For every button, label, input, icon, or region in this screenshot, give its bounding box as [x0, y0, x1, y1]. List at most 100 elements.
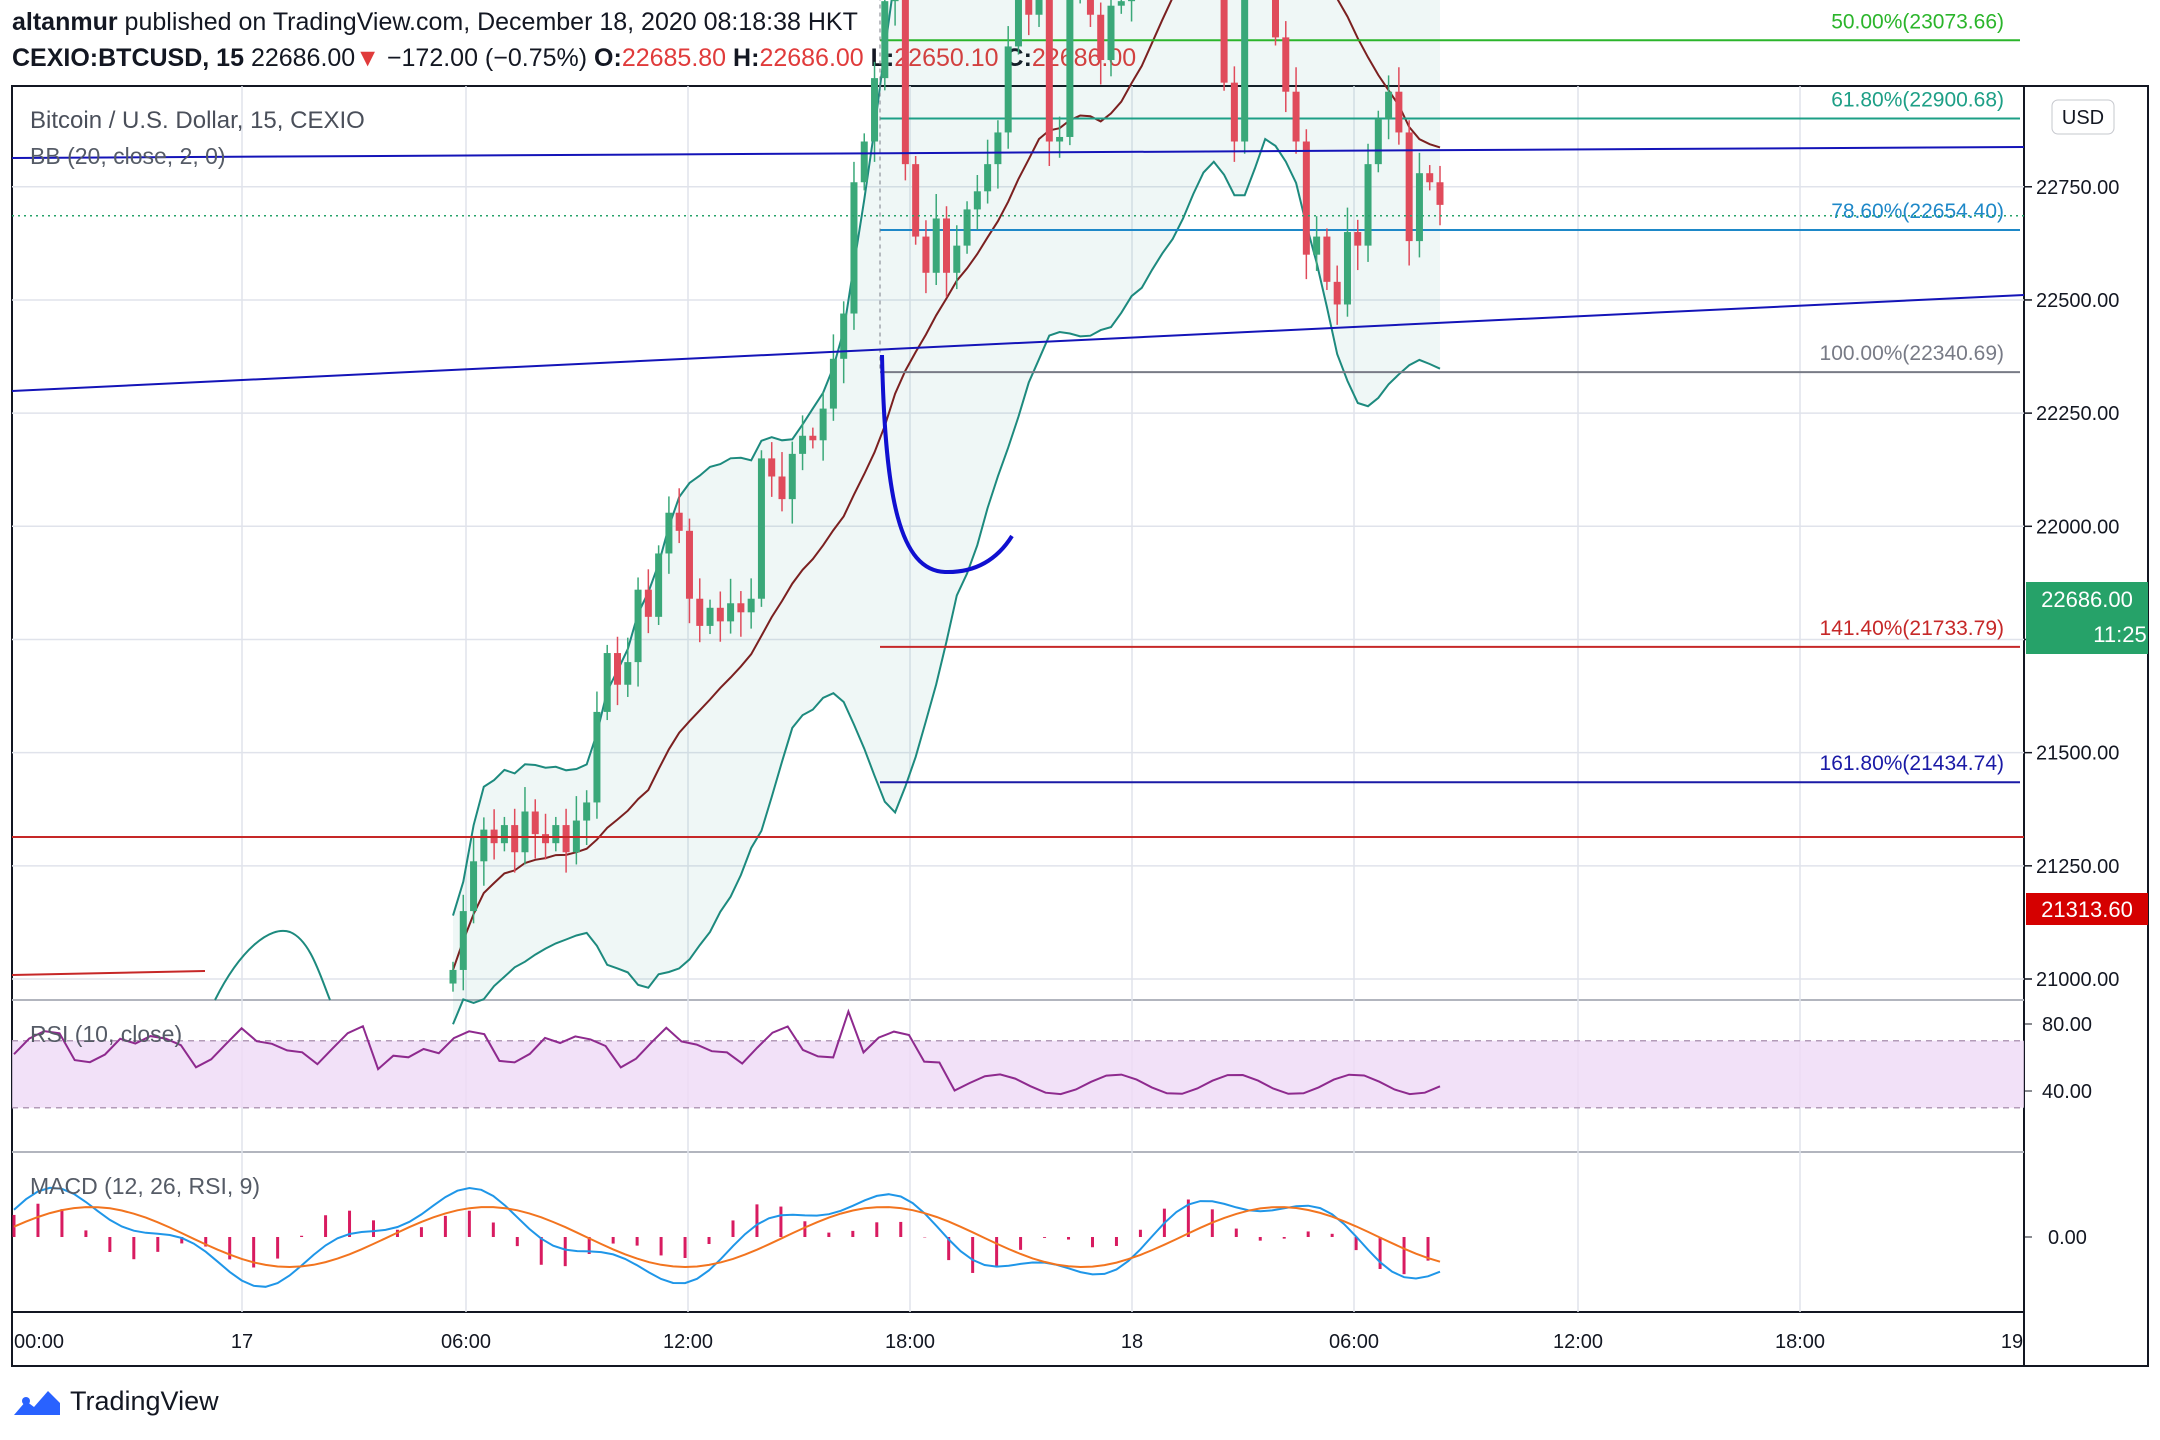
low-value: 22650.10	[894, 44, 999, 72]
tradingview-logo[interactable]: TradingView	[12, 1386, 219, 1417]
candle-body	[1323, 236, 1331, 282]
bb-basis	[452, 0, 1441, 971]
candle-body	[1282, 37, 1290, 92]
bb-legend: BB (20, close, 2, 0)	[30, 143, 226, 169]
candle-body	[593, 711, 601, 803]
time-tick-label: 19	[2001, 1331, 2023, 1353]
candle-body	[634, 589, 642, 663]
channel-trendline	[11, 294, 2025, 392]
currency-button[interactable]: USD	[2051, 99, 2115, 135]
candle-body	[1415, 173, 1423, 242]
candle-body	[716, 607, 724, 622]
candle-body	[644, 589, 652, 617]
publish-info: altanmur published on TradingView.com, D…	[12, 8, 858, 37]
fibonacci-retracement: 0.00%(23806.63)23.60%(23460.67)38.20%(23…	[879, 0, 2020, 784]
candle-body	[932, 218, 940, 273]
candle-body	[675, 512, 683, 531]
author-name: altanmur	[12, 8, 118, 36]
candle-body	[871, 78, 879, 142]
candle-body	[1395, 91, 1403, 133]
candle-body	[799, 435, 807, 454]
time-tick-label: 06:00	[441, 1331, 491, 1353]
candle-body	[1230, 82, 1238, 142]
candle-body	[727, 603, 735, 622]
last-price-tag: 22686.00 11:25	[2026, 582, 2148, 654]
bb-fragment	[214, 929, 331, 1001]
candle-body	[1107, 5, 1115, 61]
fib-level-label: 61.80%(22900.68)	[1831, 89, 2004, 112]
candle-body	[583, 802, 591, 821]
candle-body	[850, 182, 858, 314]
chart-title: Bitcoin / U.S. Dollar, 15, CEXIO	[30, 107, 365, 134]
candle-body	[1241, 0, 1249, 142]
fib-level-label: 141.40%(21733.79)	[1820, 617, 2004, 640]
level-price-tag: 21313.60	[2026, 893, 2148, 925]
candle-body	[1313, 236, 1321, 255]
short-level-line	[11, 970, 206, 976]
open-label: O:	[594, 44, 622, 72]
candle-body	[984, 164, 992, 192]
candle-body	[1220, 0, 1228, 83]
candle-body	[757, 458, 765, 599]
candle-body	[1385, 91, 1393, 119]
price-tick-label: 22500.00	[2036, 290, 2119, 312]
macd-line	[13, 1186, 1441, 1288]
last-price: 22686.00	[250, 44, 356, 72]
candle-body	[737, 603, 745, 613]
fib-level-label: 161.80%(21434.74)	[1820, 752, 2004, 775]
candle-body	[809, 435, 817, 441]
candle-body	[829, 358, 837, 409]
candlesticks	[449, 0, 1444, 992]
candle-body	[500, 825, 508, 844]
fib-level-label: 50.00%(23073.66)	[1831, 10, 2004, 33]
rsi-band	[12, 1040, 2024, 1109]
candle-body	[531, 811, 539, 835]
candle-body	[1035, 0, 1043, 15]
fib-level-label: 100.00%(22340.69)	[1820, 342, 2004, 365]
candle-body	[1025, 0, 1033, 15]
macd-legend: MACD (12, 26, RSI, 9)	[30, 1173, 260, 1199]
rsi-tick-label: 40.00	[2042, 1081, 2092, 1103]
brand-name: TradingView	[70, 1386, 219, 1416]
candle-body	[1045, 0, 1053, 142]
candle-body	[1066, 0, 1074, 137]
candle-body	[1014, 0, 1022, 47]
candle-body	[1128, 0, 1136, 2]
candle-body	[470, 861, 478, 912]
countdown-label: 11:25	[2093, 622, 2146, 647]
axes: 00:00 17 06:00 12:00 18:00 18 06:00 12:00 18:00 1…	[14, 177, 2119, 1353]
price-tick-label: 21500.00	[2036, 743, 2119, 765]
time-tick-label: 12:00	[663, 1331, 713, 1353]
candle-body	[994, 132, 1002, 165]
bb-fill	[453, 0, 1440, 1025]
candle-body	[747, 598, 755, 613]
candle-body	[521, 811, 529, 853]
rsi-polyline	[13, 1008, 1441, 1096]
fib-level-label: 78.60%(22654.40)	[1831, 200, 2004, 223]
candle-body	[891, 0, 899, 2]
publish-date: published on TradingView.com, December 1…	[124, 8, 858, 36]
candle-body	[1272, 0, 1279, 38]
time-tick-label: 17	[231, 1331, 253, 1353]
symbol: CEXIO:BTCUSD, 15	[12, 44, 244, 72]
cup-curve	[880, 354, 1014, 575]
candle-body	[449, 969, 457, 984]
rsi-band-fill	[12, 1040, 2024, 1108]
candle-body	[665, 512, 673, 554]
candle-body	[1004, 46, 1012, 133]
currency-label: USD	[2062, 107, 2104, 129]
time-tick-label: 18:00	[1775, 1331, 1825, 1353]
rsi-tick-label: 80.00	[2042, 1014, 2092, 1036]
candle-body	[1405, 132, 1413, 242]
rsi-line	[13, 1008, 1441, 1096]
candle-body	[480, 829, 488, 862]
candle-body	[511, 825, 519, 853]
candle-body	[552, 825, 560, 844]
signal-line	[13, 1206, 1441, 1269]
candle-body	[1292, 91, 1300, 142]
price-tick-label: 22000.00	[2036, 516, 2119, 538]
macd-tick-label: 0.00	[2048, 1227, 2087, 1249]
candle-body	[901, 0, 909, 165]
candle-body	[624, 662, 632, 685]
